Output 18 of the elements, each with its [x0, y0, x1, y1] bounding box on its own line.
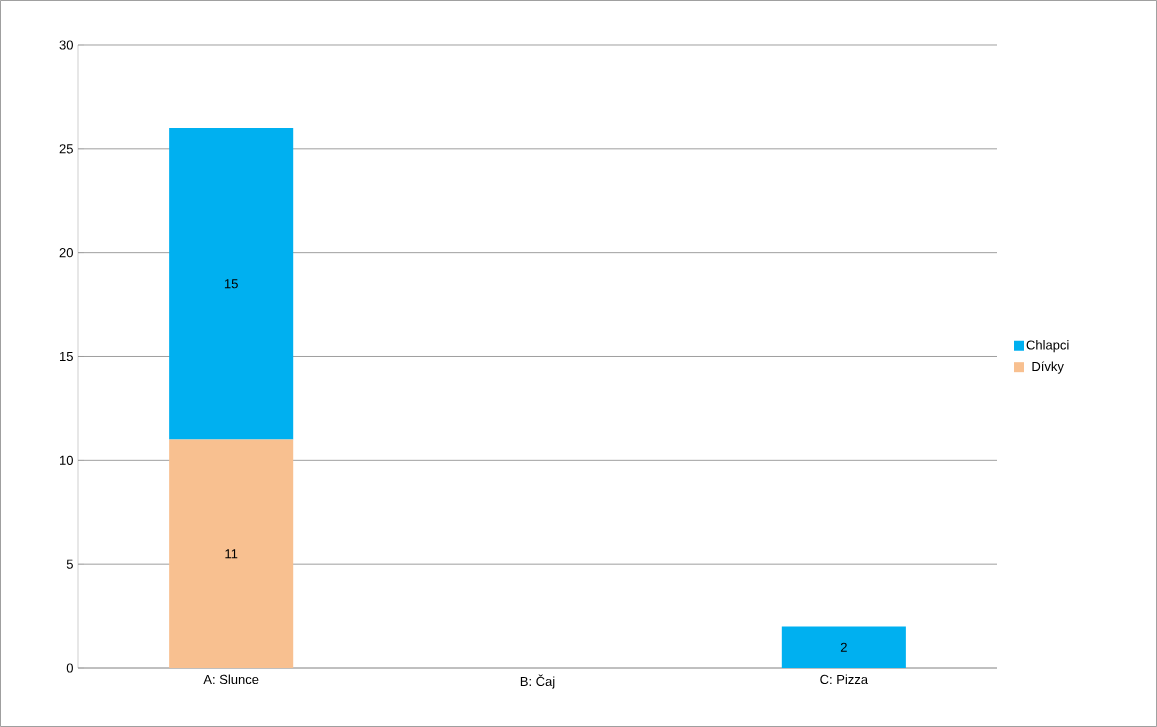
data-label: 2	[840, 642, 847, 652]
y-tick-label: 0	[66, 663, 73, 673]
y-tick-label: 15	[59, 351, 73, 362]
bar	[781, 626, 906, 668]
y-tick-label: 5	[66, 559, 73, 569]
bar	[169, 439, 294, 668]
legend-label: Chlapci	[1026, 340, 1069, 353]
legend-label: Dívky	[1032, 361, 1064, 374]
y-tick-label: 25	[59, 144, 73, 154]
data-label: 11	[225, 549, 238, 559]
x-tick-label: B: Čaj	[520, 674, 555, 689]
x-tick-label: A: Slunce	[203, 674, 259, 685]
data-label: 15	[224, 279, 238, 289]
y-tick-label: 10	[59, 455, 73, 465]
x-tick-label: C: Pizza	[820, 674, 869, 685]
y-tick-label: 30	[59, 40, 73, 50]
y-tick-label: 20	[59, 248, 73, 258]
bar	[169, 128, 294, 440]
